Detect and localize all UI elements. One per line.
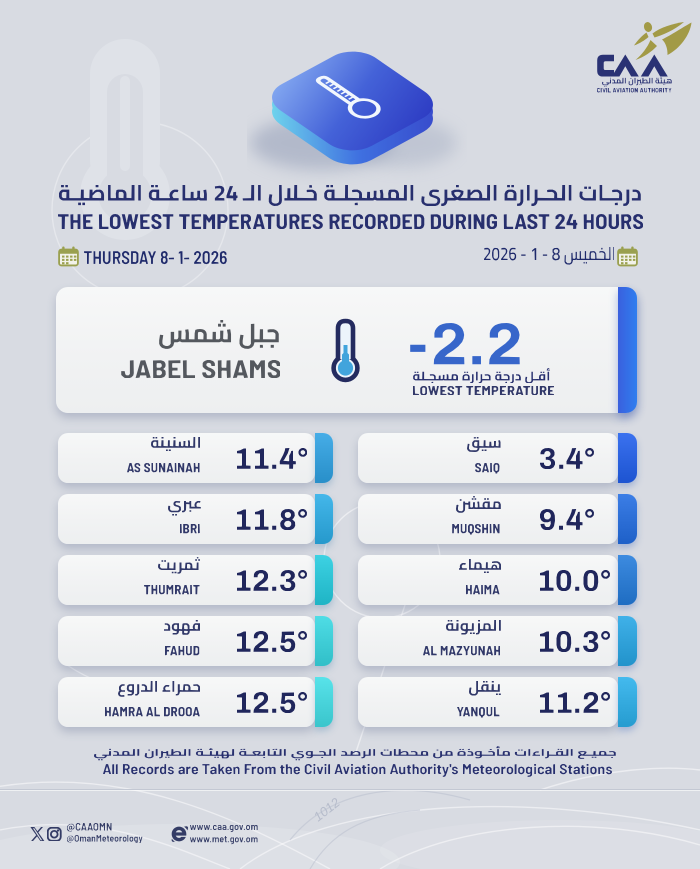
svg-text:1012: 1012	[311, 794, 344, 824]
